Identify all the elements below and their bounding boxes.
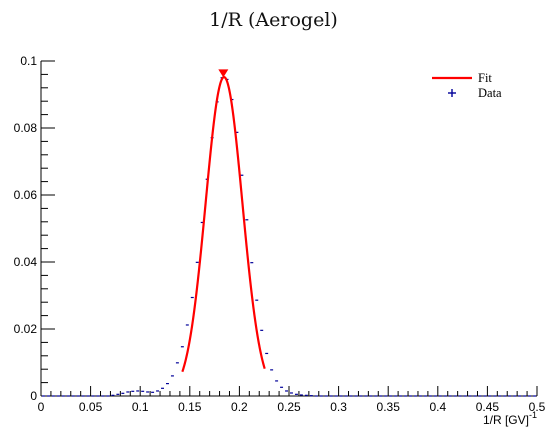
x-tick-label: 0.1 [132, 400, 149, 414]
x-axis-label: 1/R [GV]-1 [483, 410, 537, 427]
x-tick-label: 0.35 [377, 400, 401, 414]
x-tick-label: 0 [38, 400, 45, 414]
peak-marker [218, 69, 229, 78]
legend-fit-label: Fit [478, 71, 492, 85]
y-tick-label: 0.08 [14, 121, 38, 135]
x-tick-label: 0.45 [476, 400, 500, 414]
y-tick-label: 0 [30, 389, 37, 403]
x-tick-label: 0.5 [529, 400, 546, 414]
x-tick-label: 0.3 [330, 400, 347, 414]
plot-area: 0 0.05 0.1 0.15 0.2 0.25 0.3 0.35 0.4 0.45 0.5 0 0.0… [14, 54, 546, 414]
y-tick-label: 0.04 [14, 255, 38, 269]
x-tick-label: 0.15 [178, 400, 202, 414]
x-tick-label: 0.2 [231, 400, 248, 414]
y-tick-label: 0.06 [14, 188, 38, 202]
x-axis-label-text: 1/R [GV] [483, 413, 529, 427]
x-axis-label-exponent: -1 [529, 410, 537, 420]
x-tick-label: 0.4 [429, 400, 446, 414]
chart-title: 1/R (Aerogel) [209, 9, 338, 31]
y-tick-label: 0.1 [20, 54, 37, 68]
fit-curve [181, 75, 266, 373]
x-tick-label: 0.05 [79, 400, 103, 414]
y-tick-label: 0.02 [14, 322, 38, 336]
x-tick-label: 0.25 [277, 400, 301, 414]
legend-data-label: Data [478, 86, 502, 100]
